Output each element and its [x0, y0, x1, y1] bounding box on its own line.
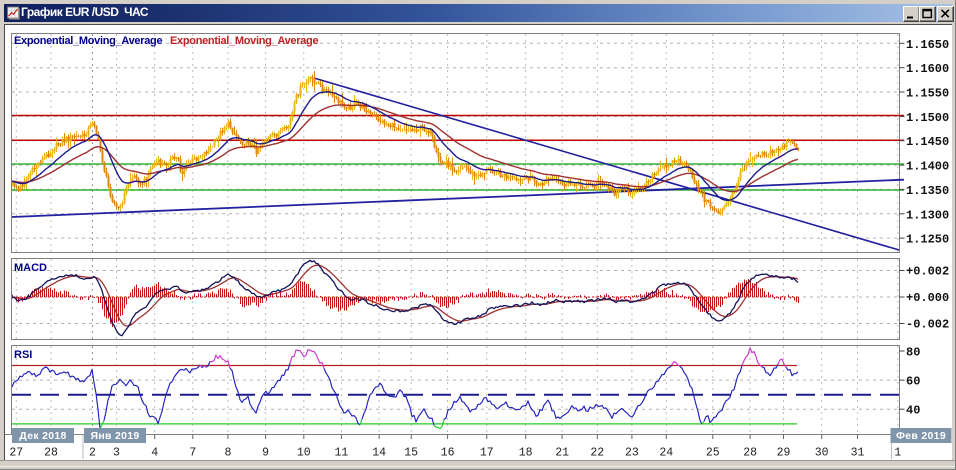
svg-text:Exponential_Moving_Average: Exponential_Moving_Average — [14, 35, 162, 47]
svg-text:7: 7 — [189, 447, 196, 460]
svg-text:21: 21 — [555, 447, 569, 460]
svg-text:11: 11 — [334, 447, 348, 460]
svg-text:1.1400: 1.1400 — [906, 160, 949, 174]
svg-text:Фев 2019: Фев 2019 — [896, 430, 946, 442]
svg-text:1.1650: 1.1650 — [906, 38, 949, 52]
svg-text:Дек 2018: Дек 2018 — [19, 430, 66, 442]
svg-text:40: 40 — [906, 404, 920, 418]
svg-text:22: 22 — [590, 447, 604, 460]
svg-text:2: 2 — [89, 447, 96, 460]
svg-text:29: 29 — [777, 447, 791, 460]
svg-text:RSI: RSI — [14, 349, 32, 361]
svg-text:Exponential_Moving_Average: Exponential_Moving_Average — [170, 35, 318, 47]
svg-text:30: 30 — [815, 447, 829, 460]
svg-text:1.1250: 1.1250 — [906, 233, 949, 247]
svg-text:1.1500: 1.1500 — [906, 111, 949, 125]
svg-text:9: 9 — [262, 447, 269, 460]
svg-text:Янв 2019: Янв 2019 — [90, 430, 139, 442]
svg-text:1.1550: 1.1550 — [906, 87, 949, 101]
svg-text:1.1450: 1.1450 — [906, 135, 949, 149]
svg-text:23: 23 — [625, 447, 639, 460]
svg-text:18: 18 — [519, 447, 533, 460]
svg-text:10: 10 — [297, 447, 311, 460]
svg-text:+0.002: +0.002 — [906, 265, 949, 279]
svg-text:60: 60 — [906, 375, 920, 389]
svg-text:+0.000: +0.000 — [906, 291, 949, 305]
svg-text:31: 31 — [851, 447, 865, 460]
svg-text:80: 80 — [906, 346, 920, 360]
svg-text:1.1350: 1.1350 — [906, 184, 949, 198]
svg-text:1.1300: 1.1300 — [906, 208, 949, 222]
svg-text:8: 8 — [224, 447, 231, 460]
svg-text:MACD: MACD — [14, 262, 47, 274]
svg-text:4: 4 — [151, 447, 158, 460]
svg-text:16: 16 — [441, 447, 455, 460]
svg-text:28: 28 — [44, 447, 58, 460]
svg-text:27: 27 — [9, 447, 23, 460]
svg-text:28: 28 — [743, 447, 757, 460]
svg-text:25: 25 — [706, 447, 720, 460]
svg-text:1: 1 — [894, 447, 901, 460]
svg-text:3: 3 — [113, 447, 120, 460]
svg-text:1.1600: 1.1600 — [906, 62, 949, 76]
svg-text:24: 24 — [659, 447, 673, 460]
svg-text:-0.002: -0.002 — [906, 318, 949, 332]
svg-text:14: 14 — [372, 447, 386, 460]
svg-text:17: 17 — [480, 447, 494, 460]
svg-text:15: 15 — [404, 447, 418, 460]
